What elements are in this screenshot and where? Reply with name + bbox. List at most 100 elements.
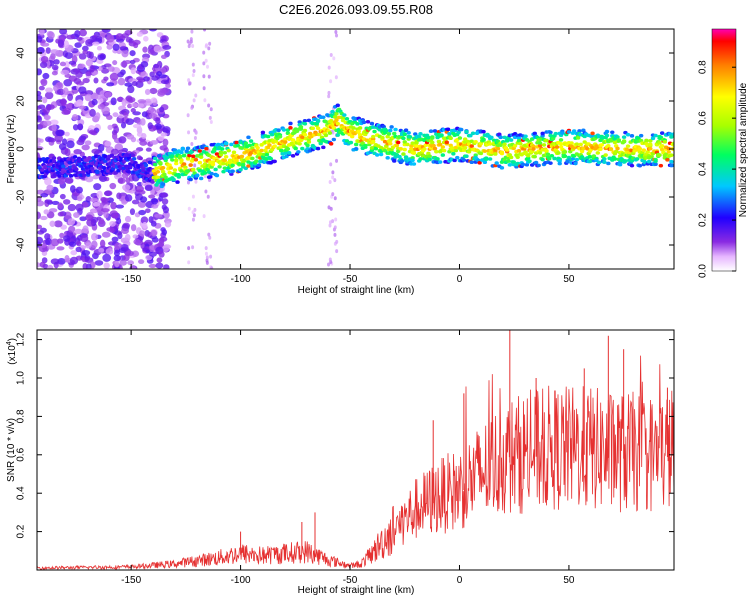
spectrogram-cell [151,203,159,209]
spectrogram-cell [96,45,102,51]
spectrogram-cell [57,211,64,217]
spectrogram-cell [192,98,196,103]
spectrogram-cell [130,224,137,232]
spectrogram-cell [170,154,175,159]
spectrogram-cell [184,149,189,153]
spectrogram-cell [394,143,400,148]
spectrogram-cell [133,238,141,245]
spectrogram-cell [140,118,146,126]
spectrogram-cell [191,73,195,78]
spectrogram-cell [498,135,503,140]
spectrogram-cell [57,202,64,209]
spectrogram-y-tick-label: 20 [16,95,27,107]
spectrogram-cell [401,136,406,141]
spectrogram-cell [243,141,249,146]
spectrogram-cell [331,170,335,175]
spectrogram-cell [120,121,127,129]
colorbar-tick-label: 0.0 [698,264,709,278]
spectrogram-cell [150,220,157,227]
spectrogram-cell [239,154,245,159]
spectrogram-cell [431,143,436,148]
spectrogram-cell [272,159,277,164]
spectrogram-cell [74,167,79,172]
spectrogram-cell [469,144,474,148]
spectrogram-cell [193,157,199,162]
spectrogram-cell [418,132,423,136]
spectrogram-cell [365,119,371,124]
spectrogram-cell [302,118,308,123]
spectrogram-cell [37,146,44,151]
spectrogram-cell [532,154,537,159]
spectrogram-cell [300,146,305,151]
spectrogram-cell [202,61,206,66]
spectrogram-cell [355,122,360,126]
spectrogram-cell [155,169,161,174]
spectrogram-cell [186,113,190,118]
spectrogram-cell [131,250,140,257]
spectrogram-cell [578,142,583,147]
spectrogram-cell [42,107,50,115]
spectrogram-cell [84,90,94,96]
spectrogram-cell [504,148,510,152]
spectrogram-cell [302,121,308,126]
spectrogram-cell [478,151,484,156]
spectrogram-cell [610,130,615,135]
spectrogram-cell [79,135,87,141]
spectrogram-cell [581,146,586,151]
spectrogram-cell [115,38,125,43]
colorbar-tick-label: 0.6 [698,111,709,125]
spectrogram-cell [440,145,446,149]
spectrogram-cell [39,215,48,221]
spectrogram-cell [114,242,123,249]
spectrogram-cell [464,154,469,158]
spectrogram-cell [448,136,453,141]
spectrogram-cell [62,87,69,96]
spectrogram-cell [205,260,209,265]
spectrogram-cell [540,131,545,136]
spectrogram-cell [143,35,149,42]
spectrogram-cell [144,184,153,192]
spectrogram-cell [58,143,67,151]
spectrogram-cell [193,207,197,212]
spectrogram-cell [208,115,212,120]
spectrogram-cell [361,120,367,125]
spectrogram-cell [602,157,607,161]
spectrogram-cell [422,147,427,151]
spectrogram-cell [351,126,356,130]
spectrogram-cell [569,141,574,145]
spectrogram-cell [97,54,106,61]
spectrogram-cell [414,141,419,145]
spectrogram-cell [469,160,474,164]
spectrogram-cell [461,158,467,162]
spectrogram-cell [334,29,338,34]
spectrogram-cell [37,110,41,116]
spectrogram-cell [267,143,272,147]
spectrogram-y-tick-label: -40 [16,237,27,252]
snr-x-tick-label: -50 [343,575,358,586]
spectrogram-cell [154,213,163,218]
spectrogram-cell [328,220,332,225]
spectrogram-cell [432,129,438,133]
spectrogram-cell [57,257,66,265]
spectrogram-cell [231,150,237,155]
spectrogram-cell [70,250,78,256]
spectrogram-cell [90,208,97,213]
spectrogram-cell [328,257,332,262]
spectrogram-cell [222,150,228,155]
spectrogram-cell [531,144,536,149]
spectrogram-cell [68,241,77,247]
spectrogram-cell [571,145,577,150]
spectrogram-cell [210,160,216,164]
spectrogram-cell [357,126,363,130]
spectrogram-cell [272,144,277,148]
spectrogram-cell [167,163,172,167]
spectrogram-cell [213,167,218,172]
spectrogram-cell [671,132,674,136]
spectrogram-cell [334,111,339,116]
spectrogram-cell [405,142,410,147]
spectrogram-cell [63,199,71,205]
spectrogram-cell [53,59,60,65]
spectrogram-cell [402,140,407,144]
spectrogram-cell [537,143,543,148]
spectrogram-cell [637,146,643,151]
